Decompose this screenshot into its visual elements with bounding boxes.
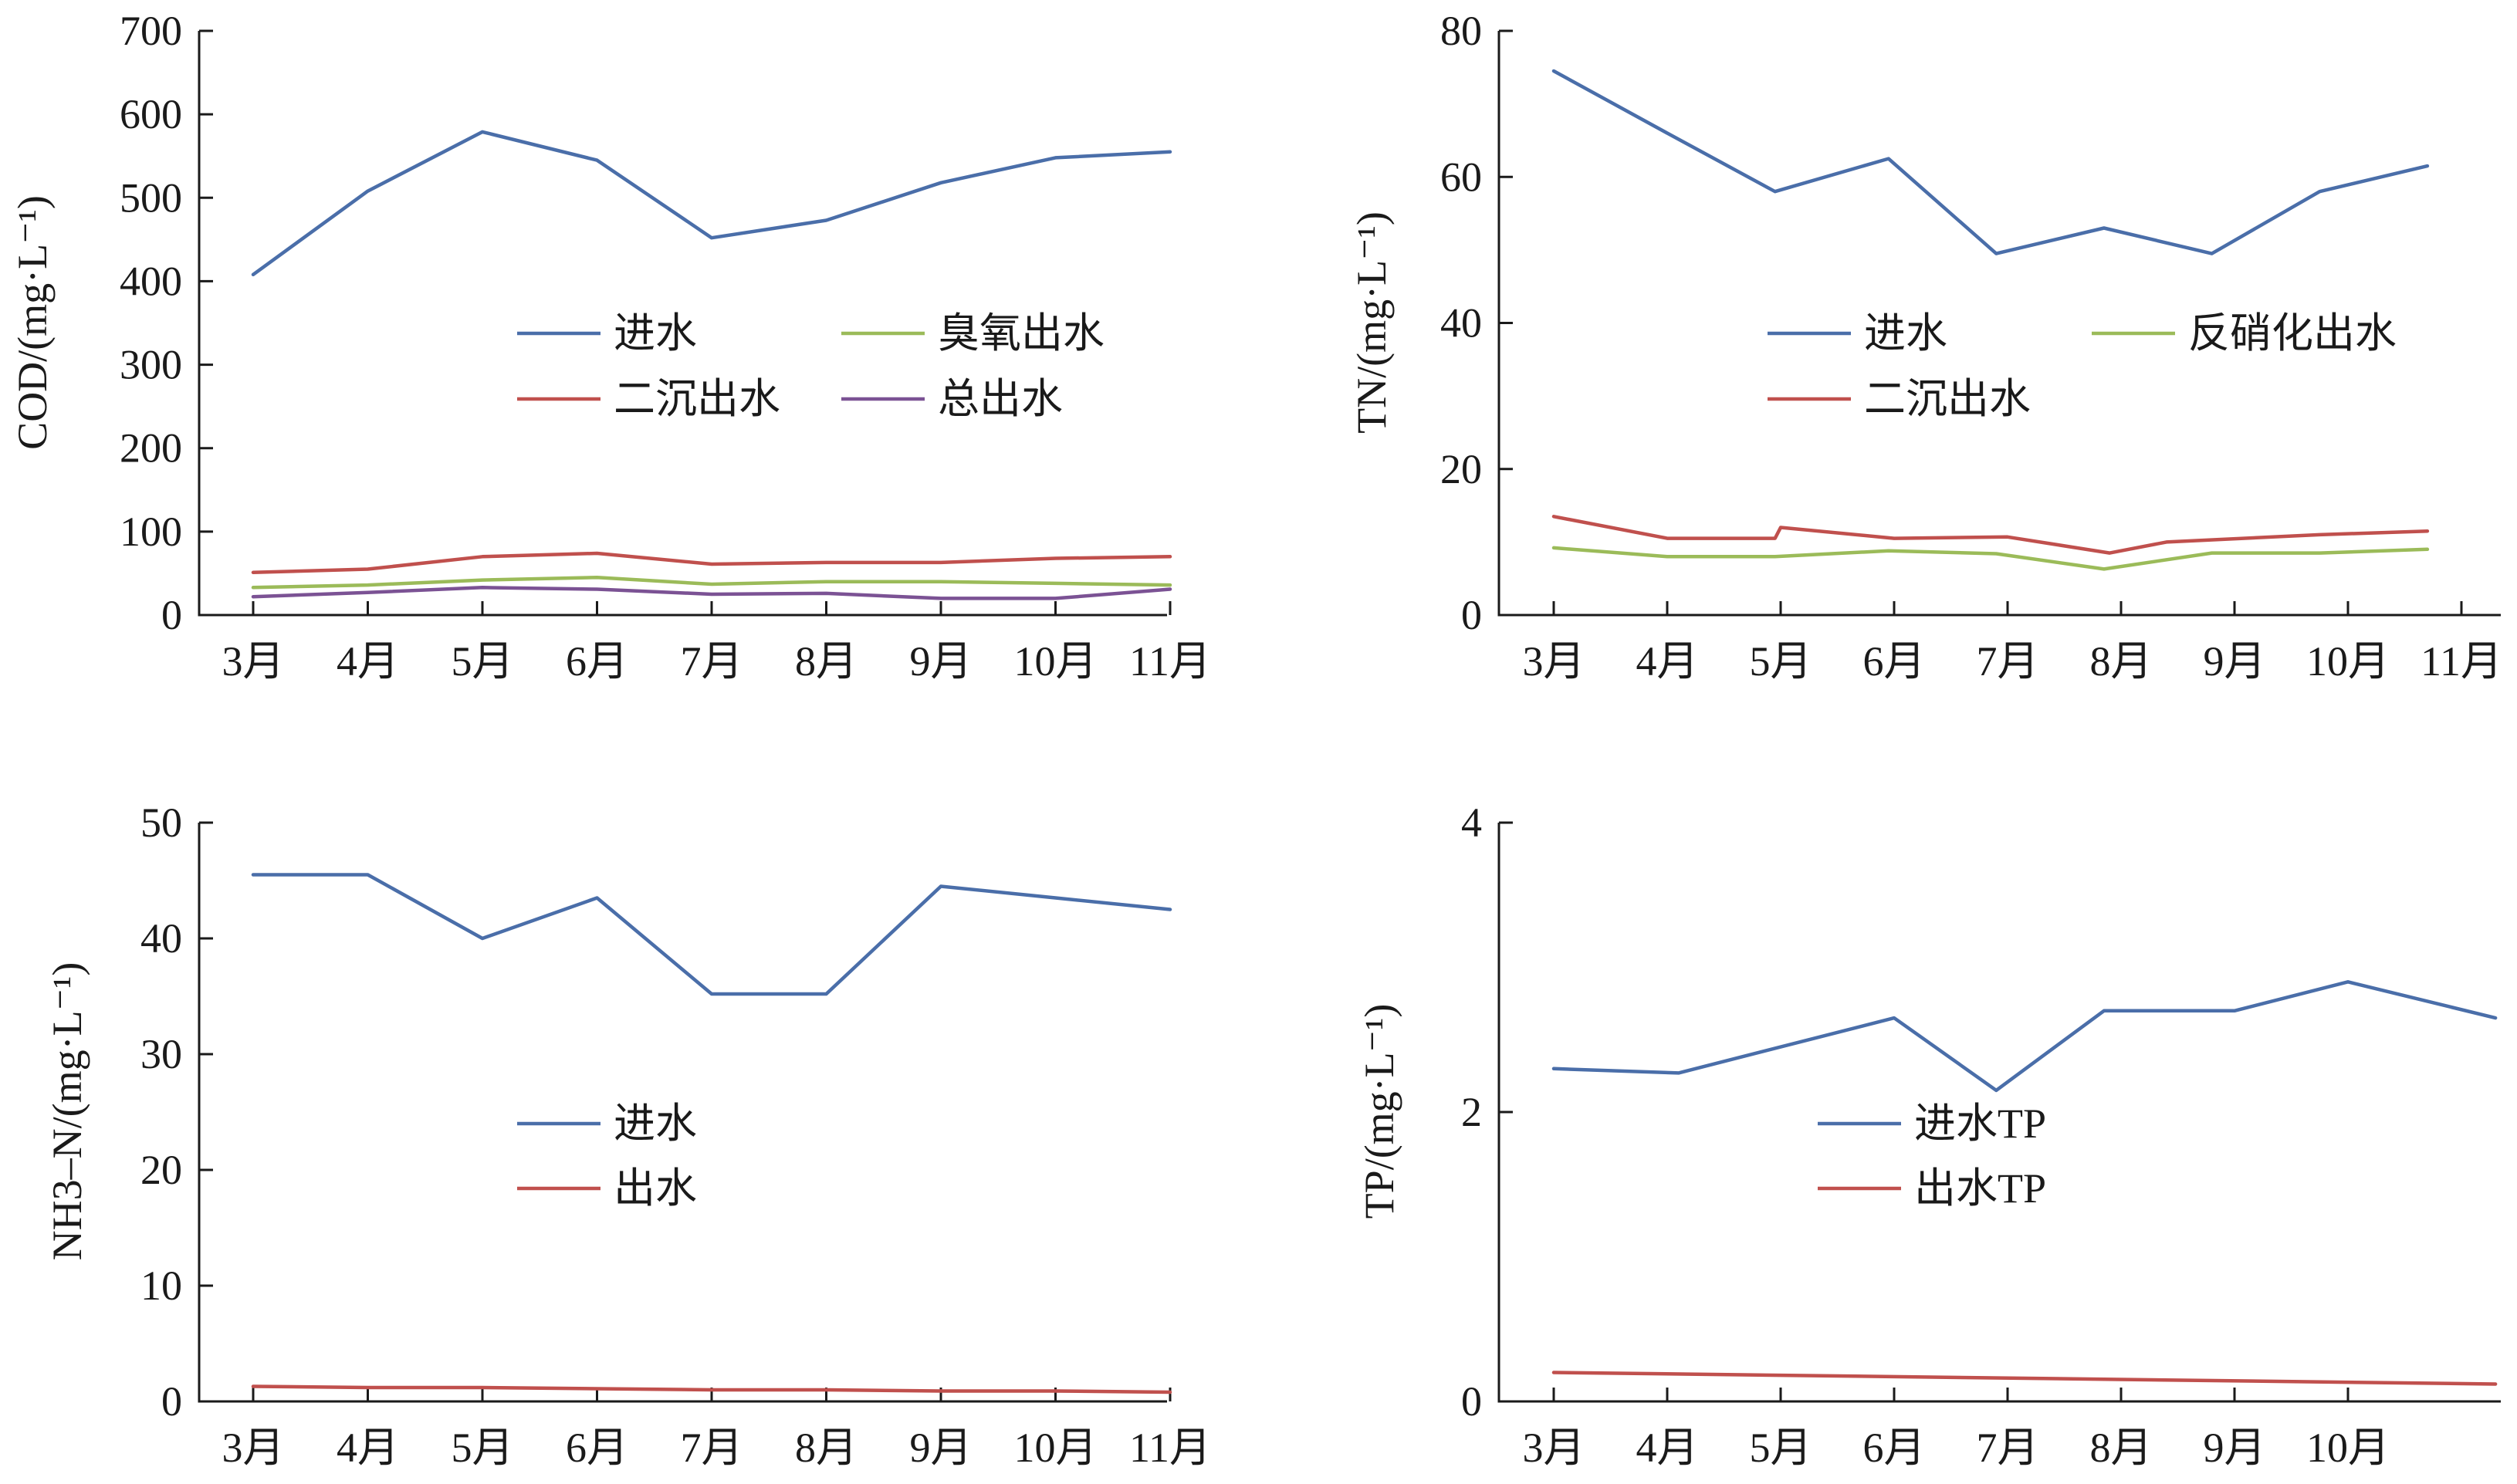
x-tick-label: 8月 [795, 638, 858, 685]
y-tick-label: 20 [1440, 446, 1482, 492]
series-line-0 [1551, 69, 2430, 255]
y-tick-label: 80 [1440, 8, 1482, 54]
x-tick-label: 10月 [2306, 1425, 2390, 1471]
series-line-2 [251, 551, 1172, 575]
legend-label: 总出水 [938, 376, 1063, 422]
x-tick-label: 11月 [1129, 638, 1211, 685]
x-tick-label: 11月 [1129, 1425, 1211, 1471]
y-tick-label: 2 [1461, 1089, 1482, 1135]
legend-label: 二沉出水 [614, 376, 780, 422]
y-tick-label: 0 [161, 1378, 182, 1425]
series-line-1 [251, 576, 1172, 590]
x-tick-label: 5月 [1750, 638, 1812, 685]
x-tick-label: 4月 [1636, 638, 1699, 685]
x-tick-label: 11月 [2421, 638, 2502, 685]
series-line-2 [1551, 515, 2430, 555]
x-tick-label: 8月 [2090, 638, 2153, 685]
series-line-0 [251, 130, 1172, 277]
x-tick-label: 10月 [1014, 638, 1098, 685]
x-tick-label: 5月 [452, 638, 514, 685]
y-axis-label: NH3–N/(mg·L⁻¹) [44, 962, 90, 1261]
x-tick-label: 6月 [1863, 1425, 1926, 1471]
legend-label: 出水 [614, 1165, 697, 1212]
y-tick-label: 600 [120, 91, 182, 137]
series-line-0 [1551, 980, 2498, 1093]
series-line-3 [251, 586, 1172, 600]
y-tick-label: 4 [1461, 799, 1482, 846]
y-tick-label: 40 [140, 915, 182, 962]
x-tick-label: 8月 [2090, 1425, 2153, 1471]
legend-label: 二沉出水 [1864, 376, 2031, 422]
chart-panel-bottom-left: 0 10 20 30 40 50 3月 4月 5月 6月 7月 8月 9月 10月 11月 NH3–N/(mg… [44, 799, 1211, 1471]
y-tick-label: 700 [120, 8, 182, 54]
x-tick-label: 4月 [337, 1425, 399, 1471]
x-tick-label: 6月 [566, 638, 628, 685]
y-axis-label: TP/(mg·L⁻¹) [1356, 1004, 1402, 1219]
y-tick-label: 20 [140, 1147, 182, 1193]
x-tick-label: 3月 [1523, 1425, 1585, 1471]
y-tick-label: 0 [1461, 592, 1482, 638]
series-line-0 [251, 873, 1172, 996]
y-axis-label: COD/(mg·L⁻¹) [9, 195, 56, 450]
y-axis-label: TN/(mg·L⁻¹) [1348, 211, 1395, 434]
x-tick-label: 9月 [910, 638, 973, 685]
y-tick-label: 100 [120, 509, 182, 555]
x-tick-label: 7月 [681, 638, 743, 685]
x-tick-label: 3月 [222, 1425, 285, 1471]
x-tick-label: 6月 [566, 1425, 628, 1471]
legend-label: 出水TP [1914, 1165, 2046, 1212]
y-tick-label: 300 [120, 342, 182, 388]
y-tick-label: 400 [120, 258, 182, 304]
series-line-1 [1551, 1371, 2498, 1386]
x-tick-label: 7月 [681, 1425, 743, 1471]
x-tick-label: 5月 [1750, 1425, 1812, 1471]
legend-label: 进水 [614, 310, 697, 357]
legend-label: 反硝化出水 [2188, 310, 2397, 357]
x-tick-label: 3月 [1523, 638, 1585, 685]
legend-label: 进水TP [1914, 1100, 2046, 1147]
x-tick-label: 9月 [2204, 1425, 2266, 1471]
x-tick-label: 9月 [2204, 638, 2266, 685]
x-tick-label: 4月 [337, 638, 399, 685]
x-tick-label: 6月 [1863, 638, 1926, 685]
series-line-1 [251, 1384, 1172, 1394]
y-tick-label: 60 [1440, 154, 1482, 200]
x-tick-label: 9月 [910, 1425, 973, 1471]
y-tick-label: 10 [140, 1263, 182, 1309]
x-tick-label: 3月 [222, 638, 285, 685]
y-tick-label: 200 [120, 425, 182, 472]
y-tick-label: 40 [1440, 300, 1482, 346]
x-tick-label: 7月 [1977, 638, 2039, 685]
x-tick-label: 10月 [2306, 638, 2390, 685]
y-tick-label: 0 [161, 592, 182, 638]
y-tick-label: 0 [1461, 1378, 1482, 1425]
x-tick-label: 7月 [1977, 1425, 2039, 1471]
chart-panel-bottom-right: 0 2 4 3月 4月 5月 6月 7月 8月 9月 10月 TP/(mg·L⁻¹) 进水TP 出水TP [1356, 799, 2501, 1471]
legend-label: 进水 [1864, 310, 1947, 357]
chart-panel-top-left: 0 100 200 300 400 500 600 700 3月 4月 5月 6月 7月 8月 9月 10月 1… [9, 8, 1211, 685]
y-tick-label: 500 [120, 174, 182, 221]
chart-panel-top-right: 0 20 40 60 80 3月 4月 5月 6月 7月 8月 9月 10月 11月 TN/(mg·L⁻¹)… [1348, 8, 2502, 685]
legend-label: 臭氧出水 [938, 310, 1105, 357]
y-tick-label: 50 [140, 799, 182, 846]
x-tick-label: 10月 [1014, 1425, 1098, 1471]
series-line-1 [1551, 546, 2430, 571]
x-tick-label: 5月 [452, 1425, 514, 1471]
x-tick-label: 8月 [795, 1425, 858, 1471]
x-tick-label: 4月 [1636, 1425, 1699, 1471]
legend-label: 进水 [614, 1100, 697, 1147]
y-tick-label: 30 [140, 1031, 182, 1077]
